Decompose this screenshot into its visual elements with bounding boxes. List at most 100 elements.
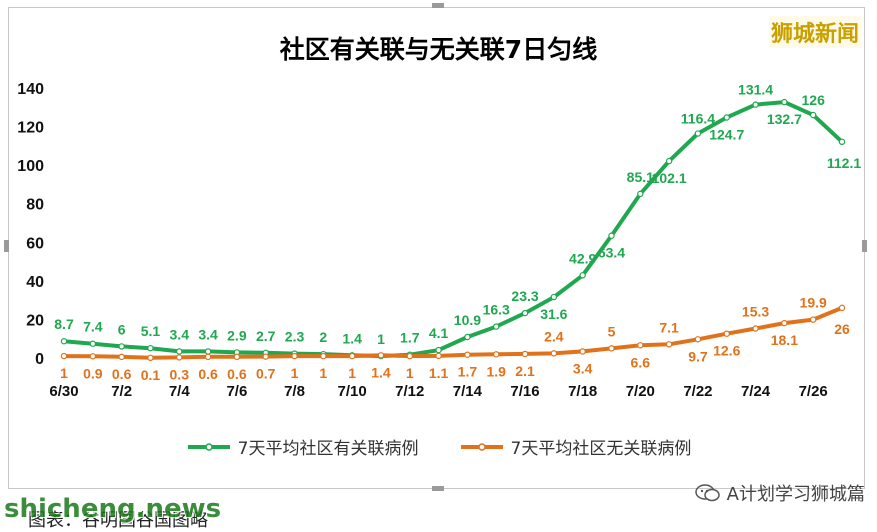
data-label: 126 bbox=[802, 92, 826, 108]
data-label: 1 bbox=[291, 365, 299, 381]
data-point bbox=[752, 325, 759, 332]
legend-swatch-unlinked bbox=[460, 442, 503, 451]
data-label: 0.6 bbox=[112, 366, 132, 382]
data-point bbox=[204, 348, 212, 355]
data-point bbox=[204, 353, 212, 361]
data-label: 1.7 bbox=[400, 330, 420, 346]
data-label: 4.1 bbox=[429, 325, 449, 341]
data-label: 1 bbox=[319, 365, 327, 381]
data-label: 15.3 bbox=[742, 303, 769, 319]
legend-item-linked[interactable]: 7天平均社区有关联病例 bbox=[186, 434, 419, 459]
x-tick-label: 7/10 bbox=[338, 383, 367, 400]
data-label: 2.3 bbox=[285, 329, 305, 345]
data-label: 0.9 bbox=[83, 365, 103, 381]
data-point bbox=[521, 309, 529, 317]
data-point bbox=[550, 293, 558, 301]
data-point bbox=[637, 190, 644, 198]
data-point bbox=[694, 130, 702, 137]
data-label: 2.9 bbox=[227, 327, 247, 343]
data-label: 2.7 bbox=[256, 328, 276, 344]
legend-item-unlinked[interactable]: 7天平均社区无关联病例 bbox=[459, 434, 692, 459]
x-tick-label: 7/8 bbox=[284, 383, 305, 400]
data-point bbox=[435, 346, 442, 354]
x-tick-label: 7/18 bbox=[568, 383, 597, 400]
data-label: 1.1 bbox=[429, 365, 449, 381]
data-label: 26 bbox=[834, 321, 850, 337]
legend-label-linked: 7天平均社区有关联病例 bbox=[237, 439, 419, 459]
data-label: 1.9 bbox=[486, 363, 506, 379]
resize-handle-left[interactable] bbox=[4, 240, 9, 252]
data-point bbox=[464, 351, 471, 358]
data-label: 19.9 bbox=[800, 295, 827, 311]
brand-logo: 狮城新闻 bbox=[768, 16, 861, 48]
data-point bbox=[665, 341, 673, 348]
data-point bbox=[377, 352, 385, 359]
data-point bbox=[348, 352, 356, 360]
data-label: 31.6 bbox=[540, 306, 567, 322]
resize-handle-right[interactable] bbox=[862, 240, 867, 252]
data-label: 2.1 bbox=[515, 363, 535, 379]
x-tick-label: 7/20 bbox=[626, 383, 655, 400]
data-label: 9.7 bbox=[688, 348, 708, 364]
x-tick-label: 7/4 bbox=[169, 383, 191, 400]
data-point bbox=[60, 352, 68, 360]
data-label: 116.4 bbox=[681, 111, 715, 127]
chart-caption: 图表：谷明国谷国图略 bbox=[28, 510, 208, 531]
y-axis: 0 20 40 60 80 100 120 140 bbox=[17, 81, 44, 368]
watermark-text: shicheng.news bbox=[4, 494, 222, 524]
resize-handle-bottom[interactable] bbox=[432, 486, 444, 491]
data-point bbox=[493, 323, 500, 330]
data-point bbox=[579, 348, 586, 355]
data-label: 3.4 bbox=[170, 326, 190, 342]
data-point bbox=[809, 316, 817, 323]
data-point bbox=[781, 319, 788, 327]
account-tag[interactable]: A计划学习狮城篇 bbox=[694, 480, 865, 506]
account-name: A计划学习狮城篇 bbox=[726, 484, 865, 505]
data-point bbox=[493, 351, 500, 358]
data-point bbox=[838, 304, 846, 312]
data-point bbox=[118, 353, 125, 361]
data-point bbox=[262, 353, 269, 360]
x-tick-label: 7/6 bbox=[226, 383, 247, 400]
legend: 7天平均社区有关联病例 7天平均社区无关联病例 bbox=[0, 434, 877, 459]
data-point bbox=[320, 352, 327, 360]
data-point bbox=[291, 352, 298, 360]
data-point bbox=[89, 340, 97, 347]
x-tick-label: 7/12 bbox=[395, 383, 424, 400]
data-label: 124.7 bbox=[709, 127, 744, 143]
data-label: 131.4 bbox=[738, 82, 773, 98]
data-labels: 8.7 7.4 6 5.1 3.4 3.4 2.9 2.7 2.3 2 1.4 1 1.7 4.110.9… bbox=[54, 82, 861, 383]
data-point bbox=[406, 352, 413, 360]
resize-handle-top[interactable] bbox=[432, 3, 444, 8]
data-label: 1.7 bbox=[458, 364, 478, 380]
data-point bbox=[521, 350, 529, 358]
data-point bbox=[550, 350, 558, 357]
data-label: 0.6 bbox=[198, 366, 218, 382]
y-tick-label: 20 bbox=[26, 312, 44, 329]
y-tick-label: 60 bbox=[26, 235, 44, 252]
data-point bbox=[435, 352, 442, 360]
data-label: 2.4 bbox=[544, 328, 564, 344]
data-point bbox=[176, 348, 183, 355]
y-tick-label: 100 bbox=[17, 158, 44, 175]
data-label: 5 bbox=[608, 323, 616, 339]
data-point bbox=[809, 111, 817, 119]
data-label: 12.6 bbox=[713, 343, 740, 359]
data-label: 102.1 bbox=[652, 170, 687, 186]
data-label: 18.1 bbox=[771, 332, 798, 348]
data-point bbox=[608, 345, 615, 352]
data-point bbox=[233, 353, 241, 361]
x-tick-label: 7/14 bbox=[453, 383, 483, 400]
data-point bbox=[464, 333, 471, 341]
data-label: 42.9 bbox=[569, 250, 596, 266]
series-line-0 bbox=[62, 100, 844, 359]
data-point bbox=[147, 344, 154, 352]
data-point bbox=[147, 354, 154, 362]
x-tick-label: 6/30 bbox=[49, 383, 78, 400]
data-label: 2 bbox=[319, 329, 327, 345]
legend-label-unlinked: 7天平均社区无关联病例 bbox=[510, 439, 692, 459]
data-point bbox=[781, 98, 788, 106]
x-tick-label: 7/2 bbox=[111, 383, 132, 400]
y-tick-label: 80 bbox=[26, 197, 44, 214]
data-point bbox=[723, 330, 730, 337]
